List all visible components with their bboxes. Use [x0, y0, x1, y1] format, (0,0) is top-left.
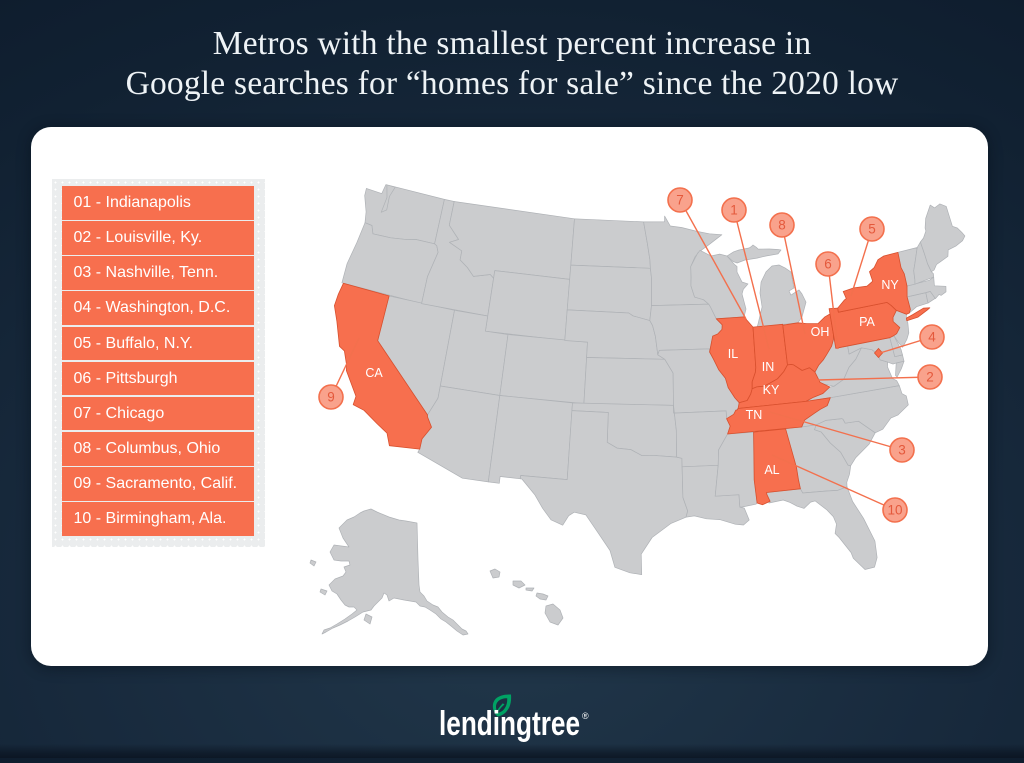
svg-text:lendingtree: lendingtree — [439, 705, 580, 743]
svg-text:®: ® — [582, 711, 589, 721]
